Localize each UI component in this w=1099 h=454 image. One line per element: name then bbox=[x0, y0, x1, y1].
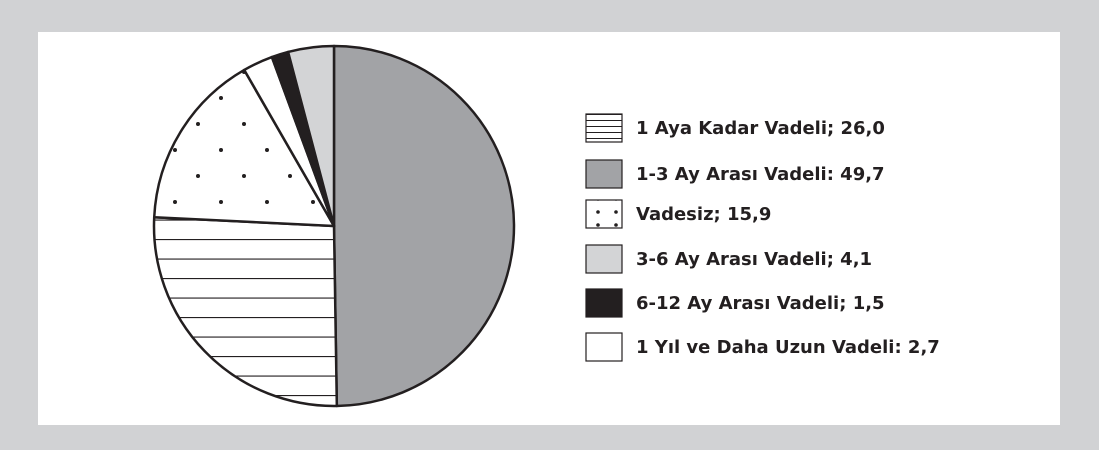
legend-swatch bbox=[585, 244, 623, 274]
legend: 1 Aya Kadar Vadeli; 26,0 1-3 Ay Arası Vad… bbox=[585, 113, 940, 362]
legend-label: 1-3 Ay Arası Vadeli: 49,7 bbox=[636, 164, 885, 185]
legend-label: 1 Aya Kadar Vadeli; 26,0 bbox=[636, 118, 885, 139]
legend-swatch bbox=[585, 159, 623, 189]
legend-swatch bbox=[585, 113, 623, 143]
pie-slice bbox=[332, 44, 516, 408]
pie-slice bbox=[286, 44, 336, 228]
pie-slice bbox=[152, 215, 339, 408]
legend-label: 6-12 Ay Arası Vadeli; 1,5 bbox=[636, 293, 885, 314]
legend-swatch bbox=[585, 288, 623, 318]
pie bbox=[152, 44, 516, 408]
legend-label: 1 Yıl ve Daha Uzun Vadeli: 2,7 bbox=[636, 337, 940, 358]
legend-swatch bbox=[585, 332, 623, 362]
legend-swatch bbox=[585, 199, 623, 229]
pie-slice bbox=[152, 68, 336, 228]
legend-label: Vadesiz; 15,9 bbox=[636, 204, 771, 225]
legend-label: 3-6 Ay Arası Vadeli; 4,1 bbox=[636, 249, 872, 270]
